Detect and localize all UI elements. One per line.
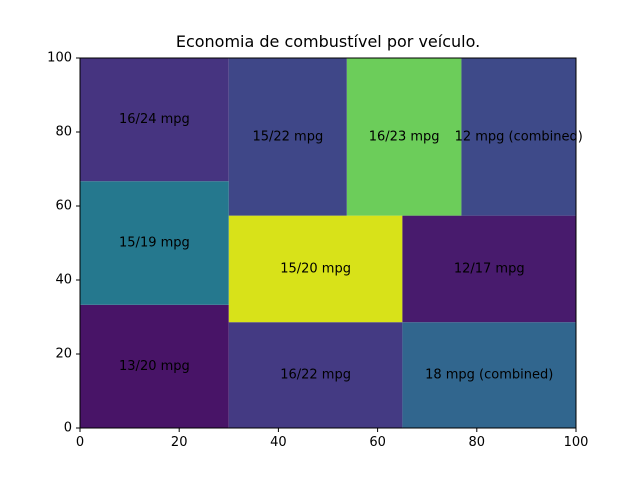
treemap-cell-7	[402, 215, 576, 323]
chart-title: Economia de combustível por veículo.	[175, 32, 481, 51]
cell-label-8: 15/22 mpg	[252, 129, 323, 144]
cell-label-5: 15/20 mpg	[280, 261, 351, 276]
y-tick-label: 60	[55, 199, 72, 214]
cell-label-4: 16/22 mpg	[280, 368, 351, 383]
treemap-cell-1	[80, 304, 229, 428]
y-axis: 0 20 40 60 80 100	[47, 51, 80, 436]
x-tick-label: 80	[469, 435, 486, 450]
x-tick-label: 0	[76, 435, 84, 450]
cell-label-1: 13/20 mpg	[119, 359, 190, 374]
cell-label-10: 12 mpg (combined)	[455, 129, 583, 144]
cell-labels: 13/20 mpg 15/19 mpg 16/24 mpg 16/22 mpg 15/2…	[119, 112, 583, 382]
treemap-cell-2	[80, 181, 229, 305]
y-tick-label: 80	[55, 125, 72, 140]
treemap-cell-8	[228, 58, 347, 216]
y-tick-label: 100	[47, 51, 72, 66]
treemap-cells	[80, 58, 576, 428]
y-tick-label: 40	[55, 273, 72, 288]
treemap-cell-3	[80, 58, 229, 182]
x-tick-label: 60	[369, 435, 386, 450]
treemap-cell-10	[461, 58, 576, 216]
y-tick-label: 0	[64, 421, 72, 436]
treemap-cell-5	[228, 215, 403, 323]
x-tick-label: 20	[171, 435, 188, 450]
cell-label-7: 12/17 mpg	[454, 261, 525, 276]
y-tick-label: 20	[55, 347, 72, 362]
x-tick-label: 40	[270, 435, 287, 450]
axes-frame	[79, 57, 577, 429]
treemap-cell-9	[346, 58, 462, 216]
cell-label-6: 18 mpg (combined)	[425, 368, 553, 383]
treemap-cell-6	[402, 322, 576, 428]
x-tick-label: 100	[564, 435, 589, 450]
x-axis: 0 20 40 60 80 100	[76, 428, 589, 450]
treemap-cell-4	[228, 322, 403, 428]
cell-label-9: 16/23 mpg	[369, 129, 440, 144]
cell-label-3: 16/24 mpg	[119, 112, 190, 127]
cell-label-2: 15/19 mpg	[119, 236, 190, 251]
